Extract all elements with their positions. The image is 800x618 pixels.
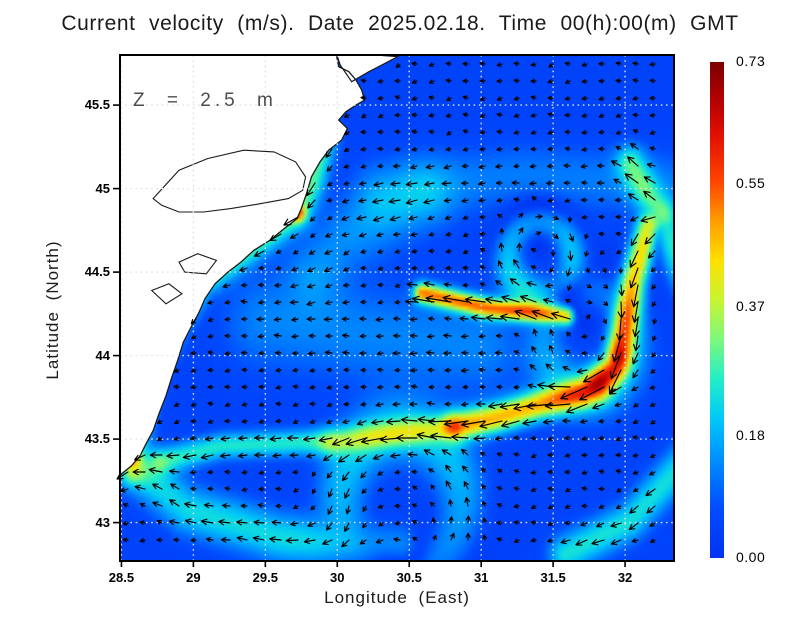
depth-annotation: Z = 2.5 m	[133, 90, 277, 111]
y-tick-label: 44	[95, 347, 110, 363]
y-tick-label: 44.5	[84, 264, 110, 280]
x-tick-label: 28.5	[108, 570, 135, 585]
y-tick-label: 43	[95, 514, 110, 530]
x-axis-label: Longitude (East)	[324, 588, 470, 607]
y-tick-label: 45.5	[84, 97, 110, 113]
y-tick-label: 45	[95, 180, 110, 196]
land-mask	[120, 55, 400, 476]
x-tick-label: 30	[330, 570, 345, 585]
y-tick-label: 43.5	[84, 431, 110, 447]
x-tick-label: 31	[473, 570, 489, 585]
colorbar-tick-label: 0.00	[736, 549, 766, 565]
plot-frame	[119, 54, 675, 562]
colorbar-tick-label: 0.73	[736, 53, 766, 69]
x-tick-label: 32	[617, 570, 633, 585]
axis-ticks	[113, 104, 626, 567]
velocity-arrows	[116, 61, 658, 548]
colorbar-tick-label: 0.55	[736, 175, 766, 192]
figure-title: Current velocity (m/s). Date 2025.02.18.…	[61, 12, 739, 35]
x-tick-label: 31.5	[540, 570, 566, 585]
colorbar-gradient	[710, 62, 724, 558]
colorbar-tick-label: 0.18	[736, 426, 766, 443]
x-tick-label: 29	[186, 570, 201, 585]
coastline	[120, 55, 366, 476]
x-tick-label: 30.5	[396, 570, 422, 585]
x-tick-label: 29.5	[252, 570, 278, 585]
colorbar-tick-label: 0.37	[736, 297, 766, 314]
